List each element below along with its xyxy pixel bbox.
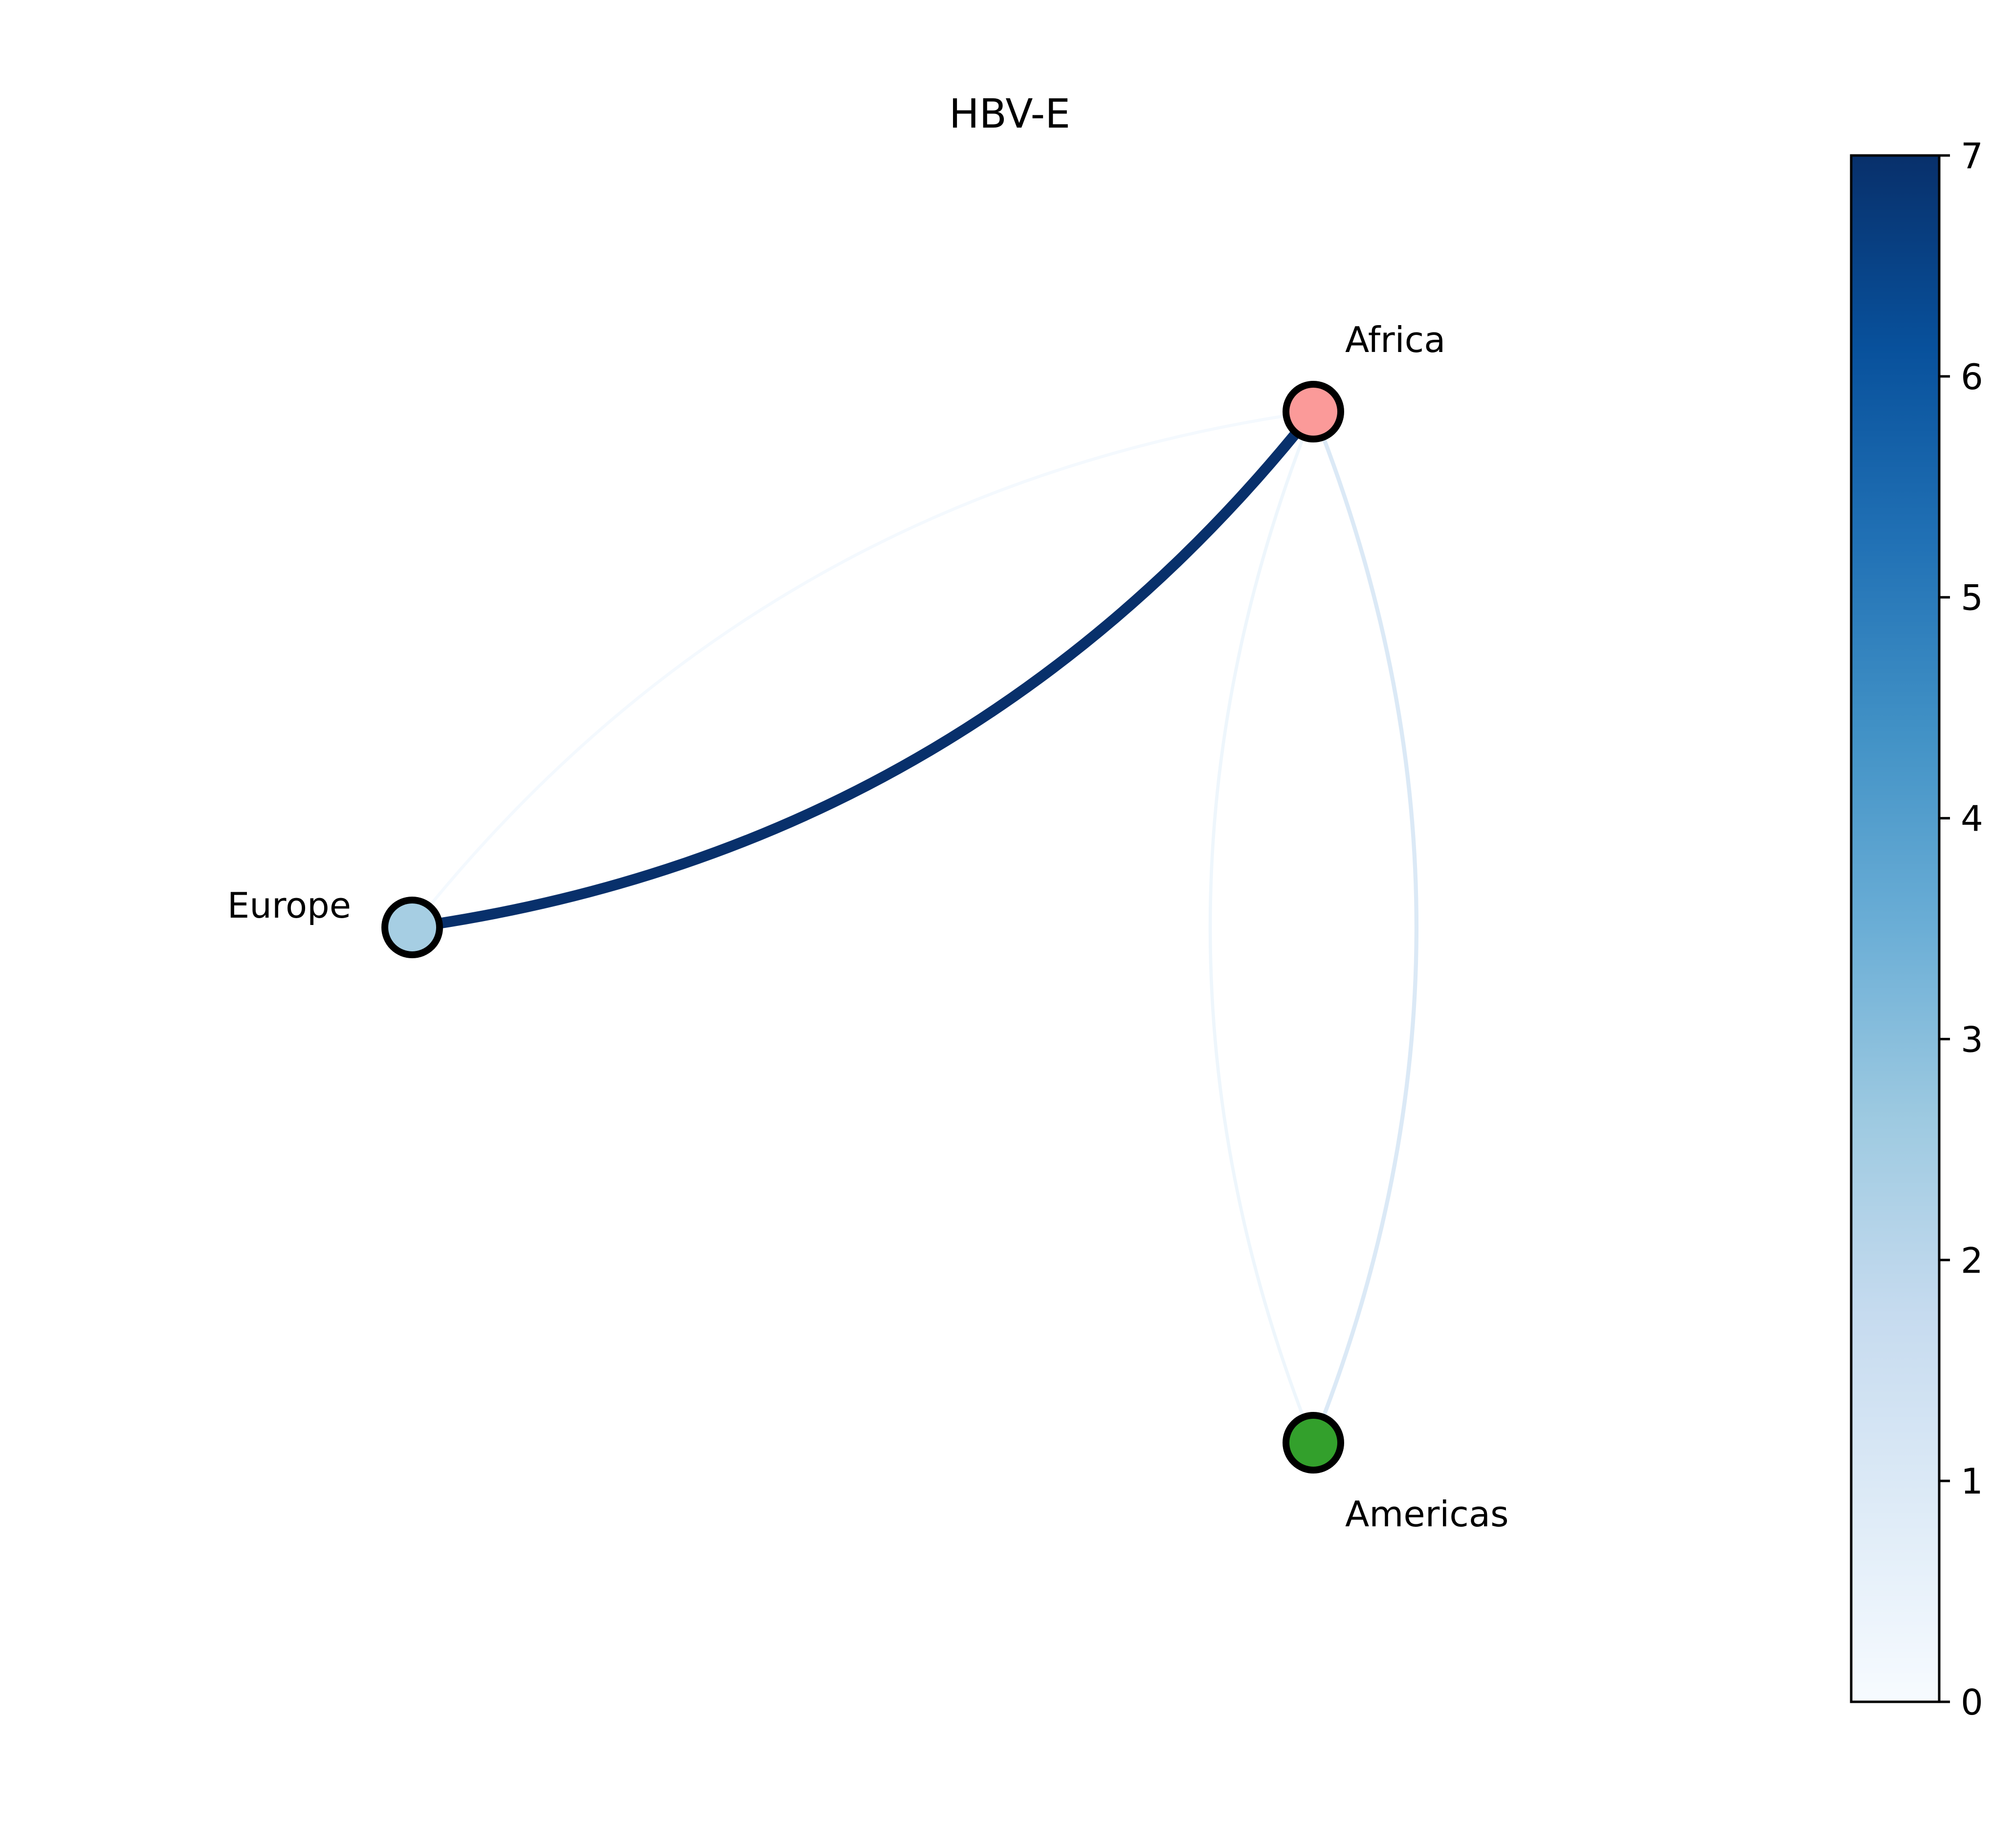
colorbar-tick-label: 0 xyxy=(1961,1682,1983,1723)
colorbar-tick-label: 6 xyxy=(1961,356,1983,397)
node-labels-layer: Africa Europe Americas xyxy=(227,319,1509,1535)
node-label-europe: Europe xyxy=(227,885,351,926)
edge-africa-to-americas xyxy=(1208,410,1315,1445)
colorbar-ticks: 0 1 2 3 4 5 6 7 xyxy=(1939,135,1983,1723)
edge-europe-to-africa xyxy=(407,406,1319,933)
node-europe xyxy=(381,897,443,958)
node-africa xyxy=(1283,381,1344,442)
node-americas xyxy=(1283,1412,1344,1474)
colorbar-tick-label: 4 xyxy=(1961,798,1983,839)
colorbar: 0 1 2 3 4 5 6 7 xyxy=(1850,135,1983,1723)
chart-title: HBV-E xyxy=(949,91,1070,137)
colorbar-tick-label: 1 xyxy=(1961,1461,1983,1502)
nodes-layer xyxy=(381,381,1344,1474)
node-label-africa: Africa xyxy=(1345,319,1445,360)
colorbar-tick-label: 3 xyxy=(1961,1019,1983,1060)
edge-africa-to-europe xyxy=(410,410,1315,929)
colorbar-tick-label: 2 xyxy=(1961,1240,1983,1281)
colorbar-tick-label: 7 xyxy=(1961,135,1983,176)
colorbar-tick-label: 5 xyxy=(1961,577,1983,618)
colorbar-gradient xyxy=(1850,154,1941,1703)
edges-layer xyxy=(407,406,1419,1445)
node-label-americas: Americas xyxy=(1345,1494,1509,1535)
edge-americas-to-africa xyxy=(1311,409,1419,1445)
